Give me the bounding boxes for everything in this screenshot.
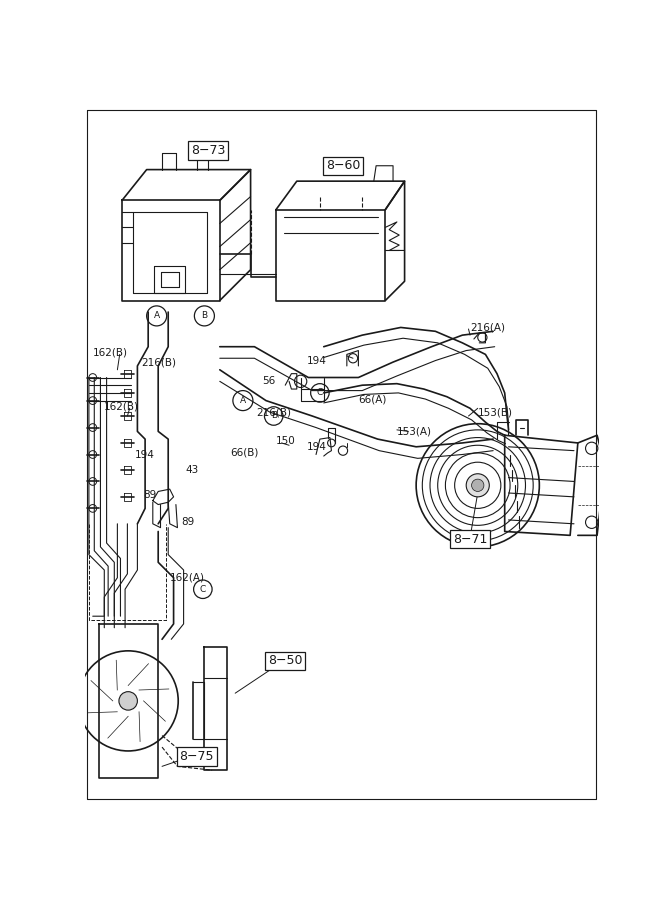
Text: C: C <box>317 389 323 398</box>
Text: A: A <box>240 396 246 405</box>
Circle shape <box>472 479 484 491</box>
Text: 8−73: 8−73 <box>191 144 225 157</box>
Text: 89: 89 <box>181 518 195 527</box>
Text: 89: 89 <box>143 490 156 500</box>
Text: 216(B): 216(B) <box>256 407 291 418</box>
Text: 8−60: 8−60 <box>325 159 360 172</box>
Circle shape <box>466 473 490 497</box>
Text: 194: 194 <box>307 442 327 452</box>
Text: 162(A): 162(A) <box>169 572 205 582</box>
Text: 150: 150 <box>276 436 295 446</box>
Text: 194: 194 <box>307 356 327 365</box>
Text: A: A <box>153 311 159 320</box>
Text: 216(B): 216(B) <box>141 357 176 367</box>
Text: 8−50: 8−50 <box>268 654 303 668</box>
Text: 162(B): 162(B) <box>93 348 128 358</box>
Text: 43: 43 <box>185 465 198 475</box>
Text: 66(A): 66(A) <box>358 394 387 404</box>
Text: 194: 194 <box>135 449 155 460</box>
Text: 8−75: 8−75 <box>179 750 214 763</box>
Text: 56: 56 <box>262 376 275 386</box>
Text: C: C <box>199 585 206 594</box>
Text: 216(A): 216(A) <box>470 322 505 332</box>
Circle shape <box>119 692 137 710</box>
Text: B: B <box>271 411 277 420</box>
Text: 153(B): 153(B) <box>478 407 513 418</box>
Text: 8−71: 8−71 <box>453 533 487 545</box>
Text: B: B <box>201 311 207 320</box>
Text: 162(B): 162(B) <box>104 401 139 412</box>
Text: 153(A): 153(A) <box>397 427 432 436</box>
Text: 66(B): 66(B) <box>230 448 258 458</box>
